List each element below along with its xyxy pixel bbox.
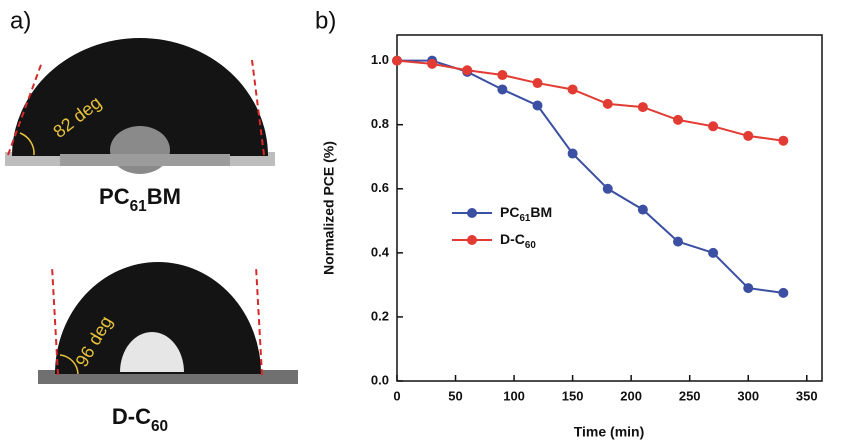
data-point [532,100,543,111]
x-tick-label: 200 [620,388,642,403]
panel-label: a) [10,7,31,34]
data-point [532,78,543,89]
data-point [637,204,648,215]
data-point [602,183,613,194]
y-tick-label: 0.2 [371,308,389,323]
droplet-photo-2 [38,262,298,384]
data-point [708,121,719,132]
x-tick-label: 300 [737,388,759,403]
data-point [637,102,648,113]
data-point [743,283,754,294]
plot-frame [396,34,823,382]
data-point [567,84,578,95]
x-tick-label: 250 [679,388,701,403]
data-point [427,58,438,69]
legend-label: D-C60 [500,231,536,251]
droplet-photo-1 [5,38,275,174]
y-axis-label: Normalized PCE (%) [321,141,337,275]
data-point [743,130,754,141]
series-line [396,59,784,142]
caption: D-C60 [112,404,168,435]
caption: PC61BM [99,184,181,215]
y-tick-label: 1.0 [371,52,389,67]
series-line [397,59,784,294]
y-tick-label: 0.6 [371,180,389,195]
panel-label: b) [315,7,336,34]
data-point [778,287,789,298]
y-tick-label: 0.8 [371,116,389,131]
x-tick-label: 50 [448,388,462,403]
y-tick-label: 0.4 [371,244,390,259]
data-point [567,148,578,159]
data-point [708,247,719,258]
y-tick-label: 0.0 [371,372,389,387]
x-tick-label: 150 [562,388,584,403]
data-point [672,114,683,125]
data-point [497,84,508,95]
data-point [672,236,683,247]
x-axis-label: Time (min) [574,424,645,440]
data-point [778,135,789,146]
x-tick-label: 350 [796,388,818,403]
legend-marker [467,208,477,218]
data-point [392,55,402,66]
data-point [602,98,613,109]
data-point [462,65,473,76]
x-tick-label: 0 [393,388,400,403]
legend-marker [467,235,477,245]
data-point [497,70,508,81]
legend-label: PC61BM [500,204,552,224]
x-tick-label: 100 [503,388,525,403]
